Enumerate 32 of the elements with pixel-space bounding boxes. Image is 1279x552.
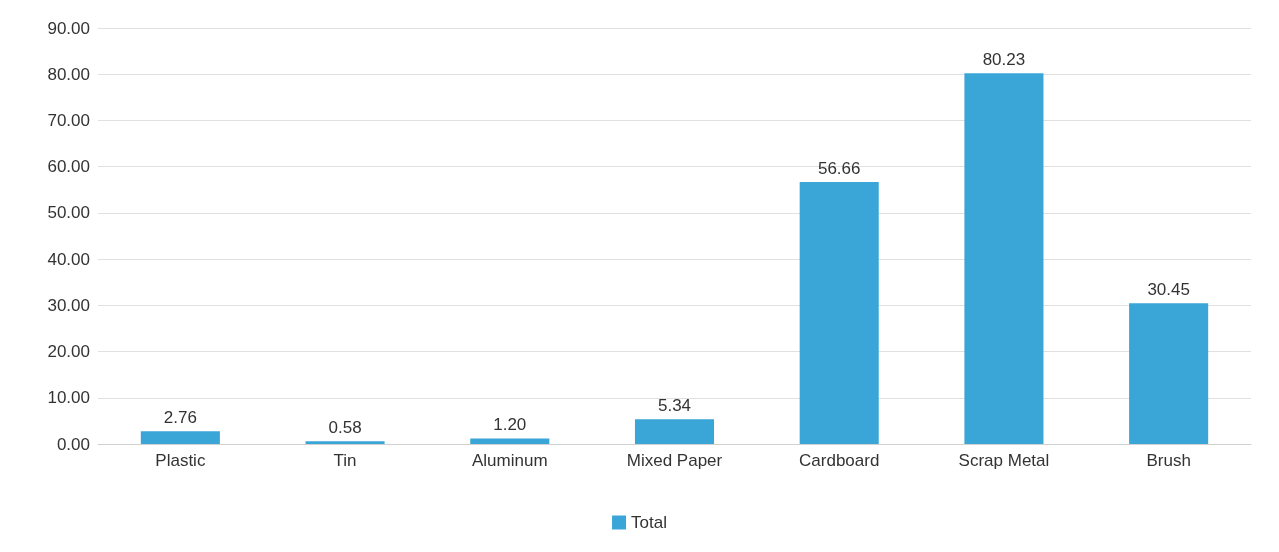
y-tick-label: 80.00 — [47, 64, 90, 84]
data-label: 5.34 — [657, 396, 692, 416]
data-label: 30.45 — [1147, 280, 1190, 300]
y-tick-label: 90.00 — [47, 18, 90, 38]
data-label: 1.20 — [493, 415, 527, 435]
x-tick-label: Tin — [333, 451, 357, 470]
x-tick-label: Scrap Metal — [958, 451, 1050, 470]
x-tick-label: Brush — [1146, 451, 1191, 470]
y-tick-label: 0.00 — [56, 434, 90, 454]
data-label: 0.58 — [328, 418, 362, 438]
y-tick-label: 30.00 — [47, 295, 90, 315]
data-label: 56.66 — [817, 159, 861, 179]
bar — [140, 431, 220, 444]
y-tick-label: 70.00 — [47, 110, 90, 130]
x-tick-label: Plastic — [155, 451, 206, 470]
bar — [305, 441, 385, 444]
data-label: 80.23 — [982, 50, 1026, 70]
legend-label: Total — [631, 513, 667, 532]
x-tick-label: Mixed Paper — [626, 451, 723, 470]
y-tick-label: 60.00 — [47, 157, 90, 177]
data-label: 2.76 — [163, 408, 197, 428]
x-tick-label: Cardboard — [799, 451, 880, 470]
bar — [634, 419, 715, 444]
bar — [799, 182, 879, 444]
y-tick-label: 20.00 — [47, 342, 90, 362]
y-tick-label: 50.00 — [47, 203, 90, 223]
bar — [964, 73, 1044, 444]
x-tick-label: Aluminum — [471, 451, 548, 470]
y-tick-label: 40.00 — [47, 249, 90, 269]
bar — [470, 438, 550, 444]
bar — [1129, 303, 1209, 444]
y-tick-label: 10.00 — [47, 388, 90, 408]
